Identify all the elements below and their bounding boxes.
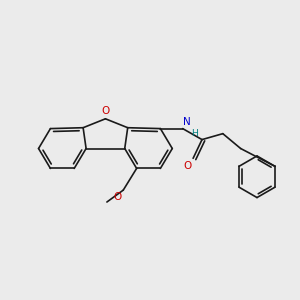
Text: O: O	[113, 192, 122, 202]
Text: O: O	[101, 106, 110, 116]
Text: H: H	[191, 130, 198, 139]
Text: N: N	[183, 117, 191, 127]
Text: O: O	[183, 161, 192, 171]
